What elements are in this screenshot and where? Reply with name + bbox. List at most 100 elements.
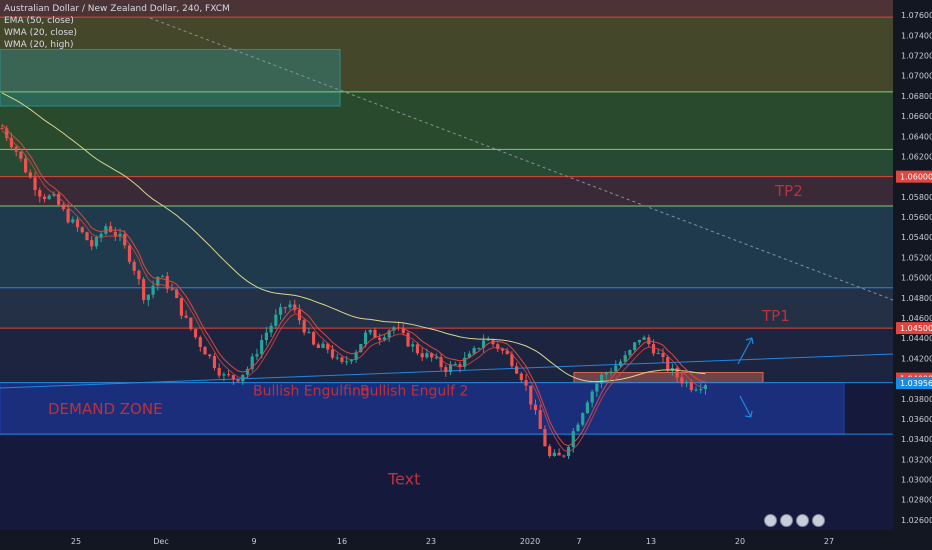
candle-body [694, 389, 698, 391]
candle-body [590, 391, 594, 403]
candle-body [345, 361, 349, 363]
candle-body [510, 354, 514, 367]
candle-body [123, 234, 127, 246]
candle-body [524, 380, 528, 386]
candle-body [680, 377, 684, 384]
candle-body [684, 382, 689, 384]
candle-body [458, 364, 462, 367]
candle-body [420, 353, 424, 358]
candle-body [505, 350, 509, 355]
annotation-text: Bullish Engulfing [253, 384, 370, 400]
candle-body [415, 344, 420, 354]
candle-body [151, 285, 155, 295]
candle-body [90, 240, 94, 247]
annotation-text: Bullish Engulf 2 [360, 384, 468, 400]
price-tick-label: 1.05400 [901, 233, 932, 242]
candle-body [326, 343, 330, 350]
candle-body [330, 349, 335, 358]
candle-body [156, 276, 160, 286]
annotation-text: TP1 [761, 307, 790, 325]
candle-body [269, 325, 273, 333]
legend-wma-close: WMA (20, close) [4, 28, 78, 38]
price-tick-label: 1.02800 [901, 496, 932, 505]
time-tick-label: 25 [71, 537, 81, 546]
candle-body [75, 219, 80, 228]
candle-body [430, 353, 434, 358]
candle-body [666, 356, 670, 371]
candle-body [340, 357, 344, 362]
legend-ema: EMA (50, close) [4, 16, 74, 26]
candle-body [538, 410, 542, 429]
time-tick-label: 23 [426, 537, 436, 546]
candle-body [481, 340, 486, 348]
zone-box [0, 48, 341, 107]
up-arrow-icon [737, 337, 753, 365]
price-tag [896, 322, 932, 335]
price-tick-label: 1.07200 [901, 52, 932, 61]
candle-body [637, 339, 641, 343]
price-tick-label: 1.03800 [901, 395, 932, 404]
candle-body [160, 276, 165, 278]
candle-body [189, 317, 193, 330]
candle-body [401, 328, 405, 333]
time-axis-panel [0, 530, 932, 550]
price-tick-label: 1.06600 [901, 112, 932, 121]
candle-body [378, 337, 382, 340]
candle-body [562, 455, 566, 457]
time-tick-label: 7 [576, 537, 581, 546]
chat-icon[interactable] [812, 514, 825, 527]
candle-body [0, 128, 4, 130]
candle-body [42, 196, 47, 200]
price-tick-label: 1.03400 [901, 435, 932, 444]
candle-body [543, 428, 547, 447]
candle-body [28, 172, 32, 178]
snapshot-icon[interactable] [780, 514, 793, 527]
background-band [0, 91, 893, 150]
candle-body [184, 315, 188, 318]
candle-body [316, 344, 320, 349]
candle-body [614, 365, 618, 372]
candle-body [274, 314, 278, 326]
price-tick-label: 1.05600 [901, 213, 932, 222]
candle-body [633, 342, 637, 350]
candle-body [170, 288, 174, 290]
candle-body [703, 385, 708, 390]
annotation-text: DEMAND ZONE [48, 400, 163, 418]
candle-body [236, 379, 240, 382]
price-tick-label: 1.04800 [901, 294, 932, 303]
candle-body [165, 276, 169, 289]
background-band [0, 328, 893, 383]
candle-body [425, 353, 429, 358]
candle-body [212, 356, 217, 368]
candle-body [179, 297, 184, 316]
candle-body [293, 304, 297, 310]
legend: Australian Dollar / New Zealand Dollar, … [4, 3, 230, 51]
candle-body [108, 226, 113, 232]
settings-icon[interactable] [764, 514, 777, 527]
candle-body [19, 151, 23, 159]
candle-body [80, 227, 84, 233]
candle-body [585, 402, 590, 414]
price-tag [896, 170, 932, 183]
time-tick-label: 9 [251, 537, 256, 546]
candle-body [198, 337, 202, 347]
toolbar-icons [764, 514, 825, 527]
legend-wma-high: WMA (20, high) [4, 40, 74, 50]
candle-body [651, 344, 656, 354]
candle-body [24, 158, 28, 173]
wma-high-line [1, 123, 706, 447]
candle-body [359, 344, 363, 353]
candle-body [453, 364, 457, 366]
background-band [0, 17, 893, 92]
price-tick-label: 1.03200 [901, 455, 932, 464]
candle-body [208, 354, 212, 357]
candle-body [661, 353, 665, 357]
candle-body [444, 367, 448, 373]
candle-body [142, 279, 146, 301]
flag-icon[interactable] [796, 514, 809, 527]
candle-body [448, 364, 453, 373]
background-band [0, 176, 893, 206]
candle-body [623, 355, 627, 362]
